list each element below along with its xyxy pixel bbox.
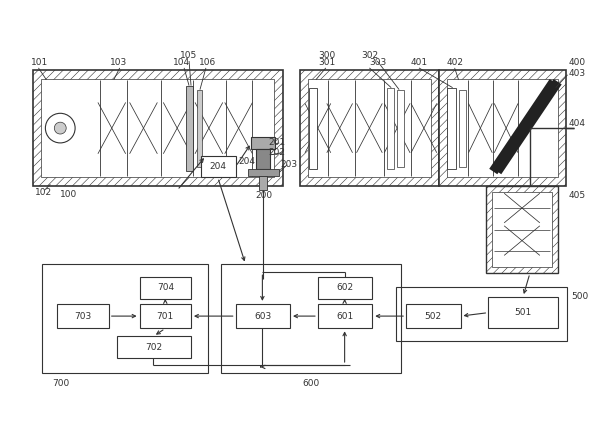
Bar	[459, 89, 465, 167]
Bar	[492, 192, 552, 267]
Text: 202: 202	[269, 148, 286, 157]
Bar	[300, 70, 438, 187]
Text: 201: 201	[269, 138, 286, 147]
Text: 704: 704	[157, 284, 174, 292]
Text: 402: 402	[446, 58, 463, 67]
Bar	[487, 187, 558, 273]
Bar	[309, 88, 317, 168]
Text: 203: 203	[280, 160, 297, 169]
Text: 101: 101	[30, 58, 48, 67]
Bar	[139, 277, 191, 299]
Bar	[32, 70, 283, 187]
Text: 700: 700	[52, 379, 69, 388]
Bar	[318, 277, 372, 299]
Text: 404: 404	[569, 119, 586, 128]
Bar	[406, 304, 460, 328]
Bar	[247, 168, 280, 176]
Text: 701: 701	[157, 311, 174, 321]
Text: 200: 200	[255, 191, 273, 200]
Text: 703: 703	[74, 311, 92, 321]
Text: 400: 400	[569, 58, 586, 67]
Text: 602: 602	[337, 284, 354, 292]
Bar	[57, 304, 109, 328]
Bar	[446, 79, 558, 177]
Bar	[221, 264, 401, 373]
Bar	[139, 304, 191, 328]
Text: 405: 405	[569, 191, 586, 200]
Text: 301: 301	[318, 58, 335, 67]
Bar	[397, 89, 404, 167]
Text: 702: 702	[146, 343, 163, 352]
Text: 403: 403	[569, 69, 586, 78]
Text: 500: 500	[571, 292, 589, 301]
Bar	[308, 79, 431, 177]
Bar	[41, 79, 274, 177]
Text: 204: 204	[239, 157, 256, 166]
Text: 603: 603	[255, 311, 272, 321]
Text: 100: 100	[60, 190, 77, 199]
Bar	[252, 137, 275, 149]
Bar	[259, 176, 267, 190]
Text: 501: 501	[515, 308, 532, 317]
Text: 204: 204	[209, 162, 227, 171]
Text: 502: 502	[424, 311, 442, 321]
Text: 600: 600	[302, 379, 320, 388]
Text: 303: 303	[370, 58, 387, 67]
Bar	[43, 264, 208, 373]
Text: 104: 104	[173, 58, 191, 67]
Text: 103: 103	[110, 58, 127, 67]
Bar	[438, 70, 566, 187]
Bar	[236, 304, 290, 328]
Text: 401: 401	[411, 58, 428, 67]
Text: 302: 302	[362, 51, 379, 60]
Text: 102: 102	[35, 188, 52, 197]
Text: 105: 105	[180, 51, 197, 60]
Bar	[186, 86, 193, 170]
Text: 300: 300	[318, 51, 335, 60]
Bar	[197, 89, 202, 167]
Bar	[117, 336, 191, 358]
Bar	[446, 88, 456, 168]
Bar	[488, 297, 558, 328]
Circle shape	[54, 122, 66, 134]
Bar	[256, 149, 270, 168]
Bar	[387, 88, 394, 168]
Bar	[318, 304, 372, 328]
Text: 601: 601	[337, 311, 354, 321]
Bar	[396, 287, 566, 341]
Text: 106: 106	[199, 58, 216, 67]
Bar	[201, 156, 236, 177]
